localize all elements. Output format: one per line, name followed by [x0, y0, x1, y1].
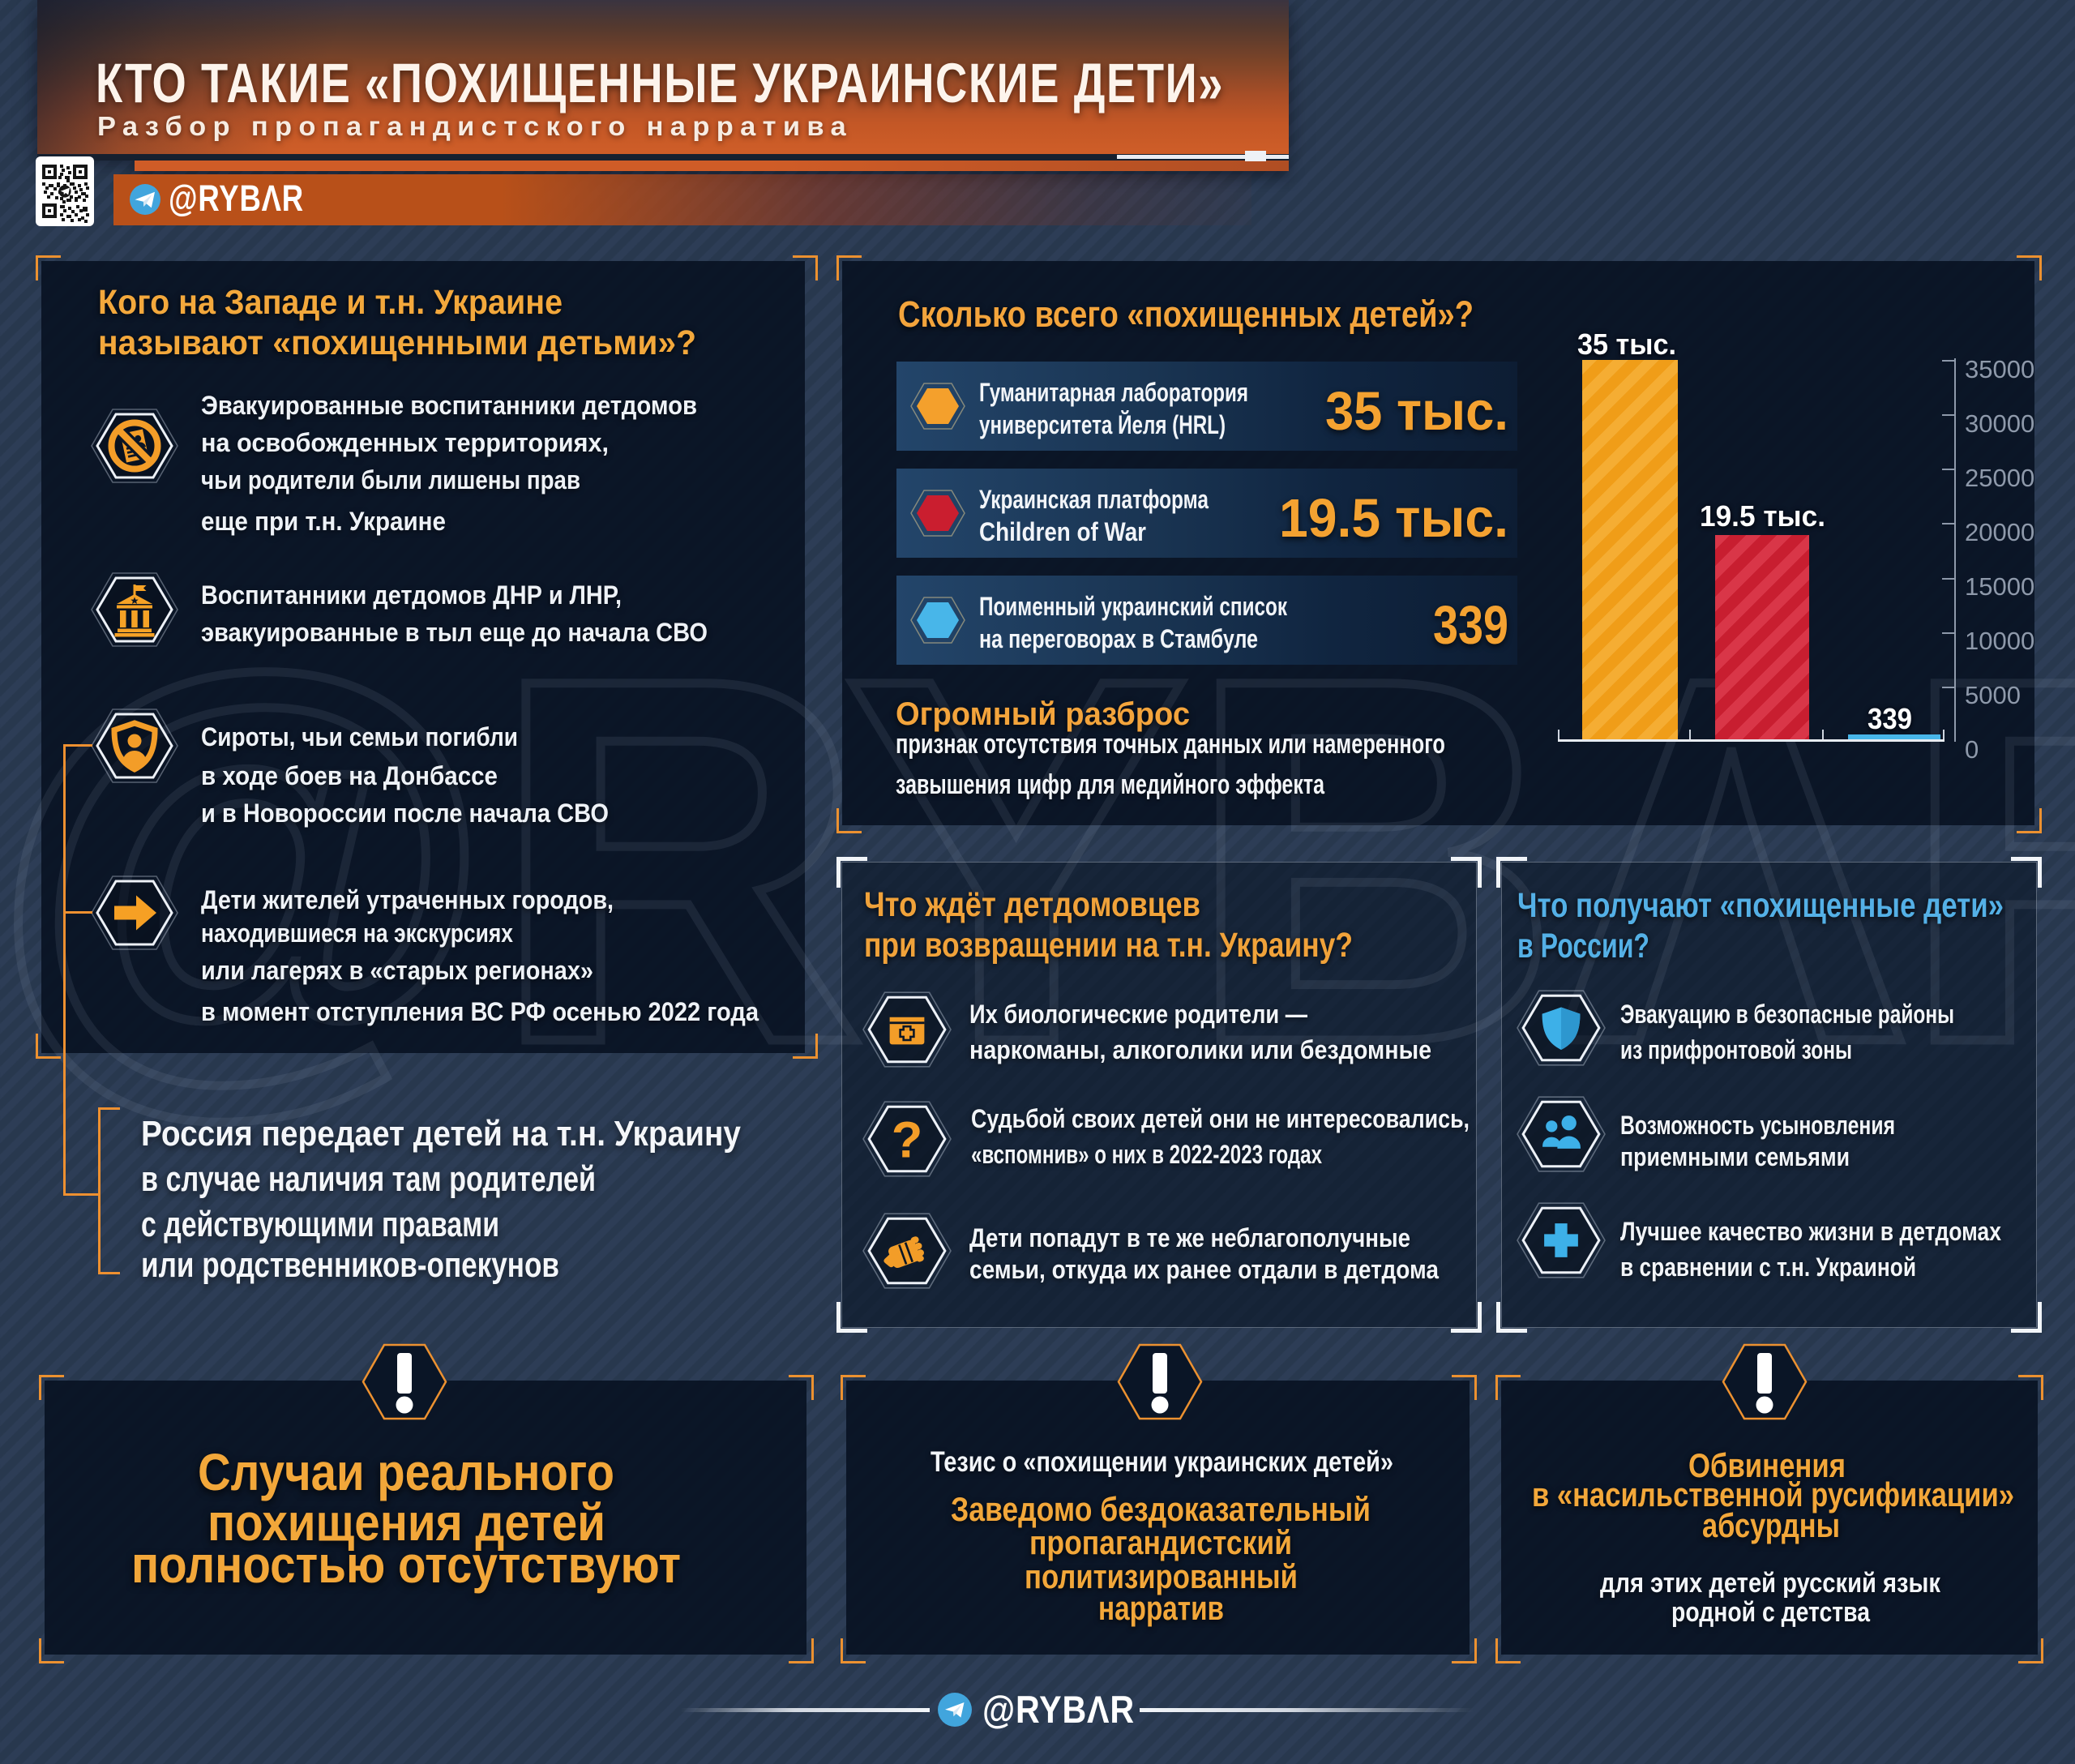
svg-text:?: ?	[892, 1111, 923, 1168]
